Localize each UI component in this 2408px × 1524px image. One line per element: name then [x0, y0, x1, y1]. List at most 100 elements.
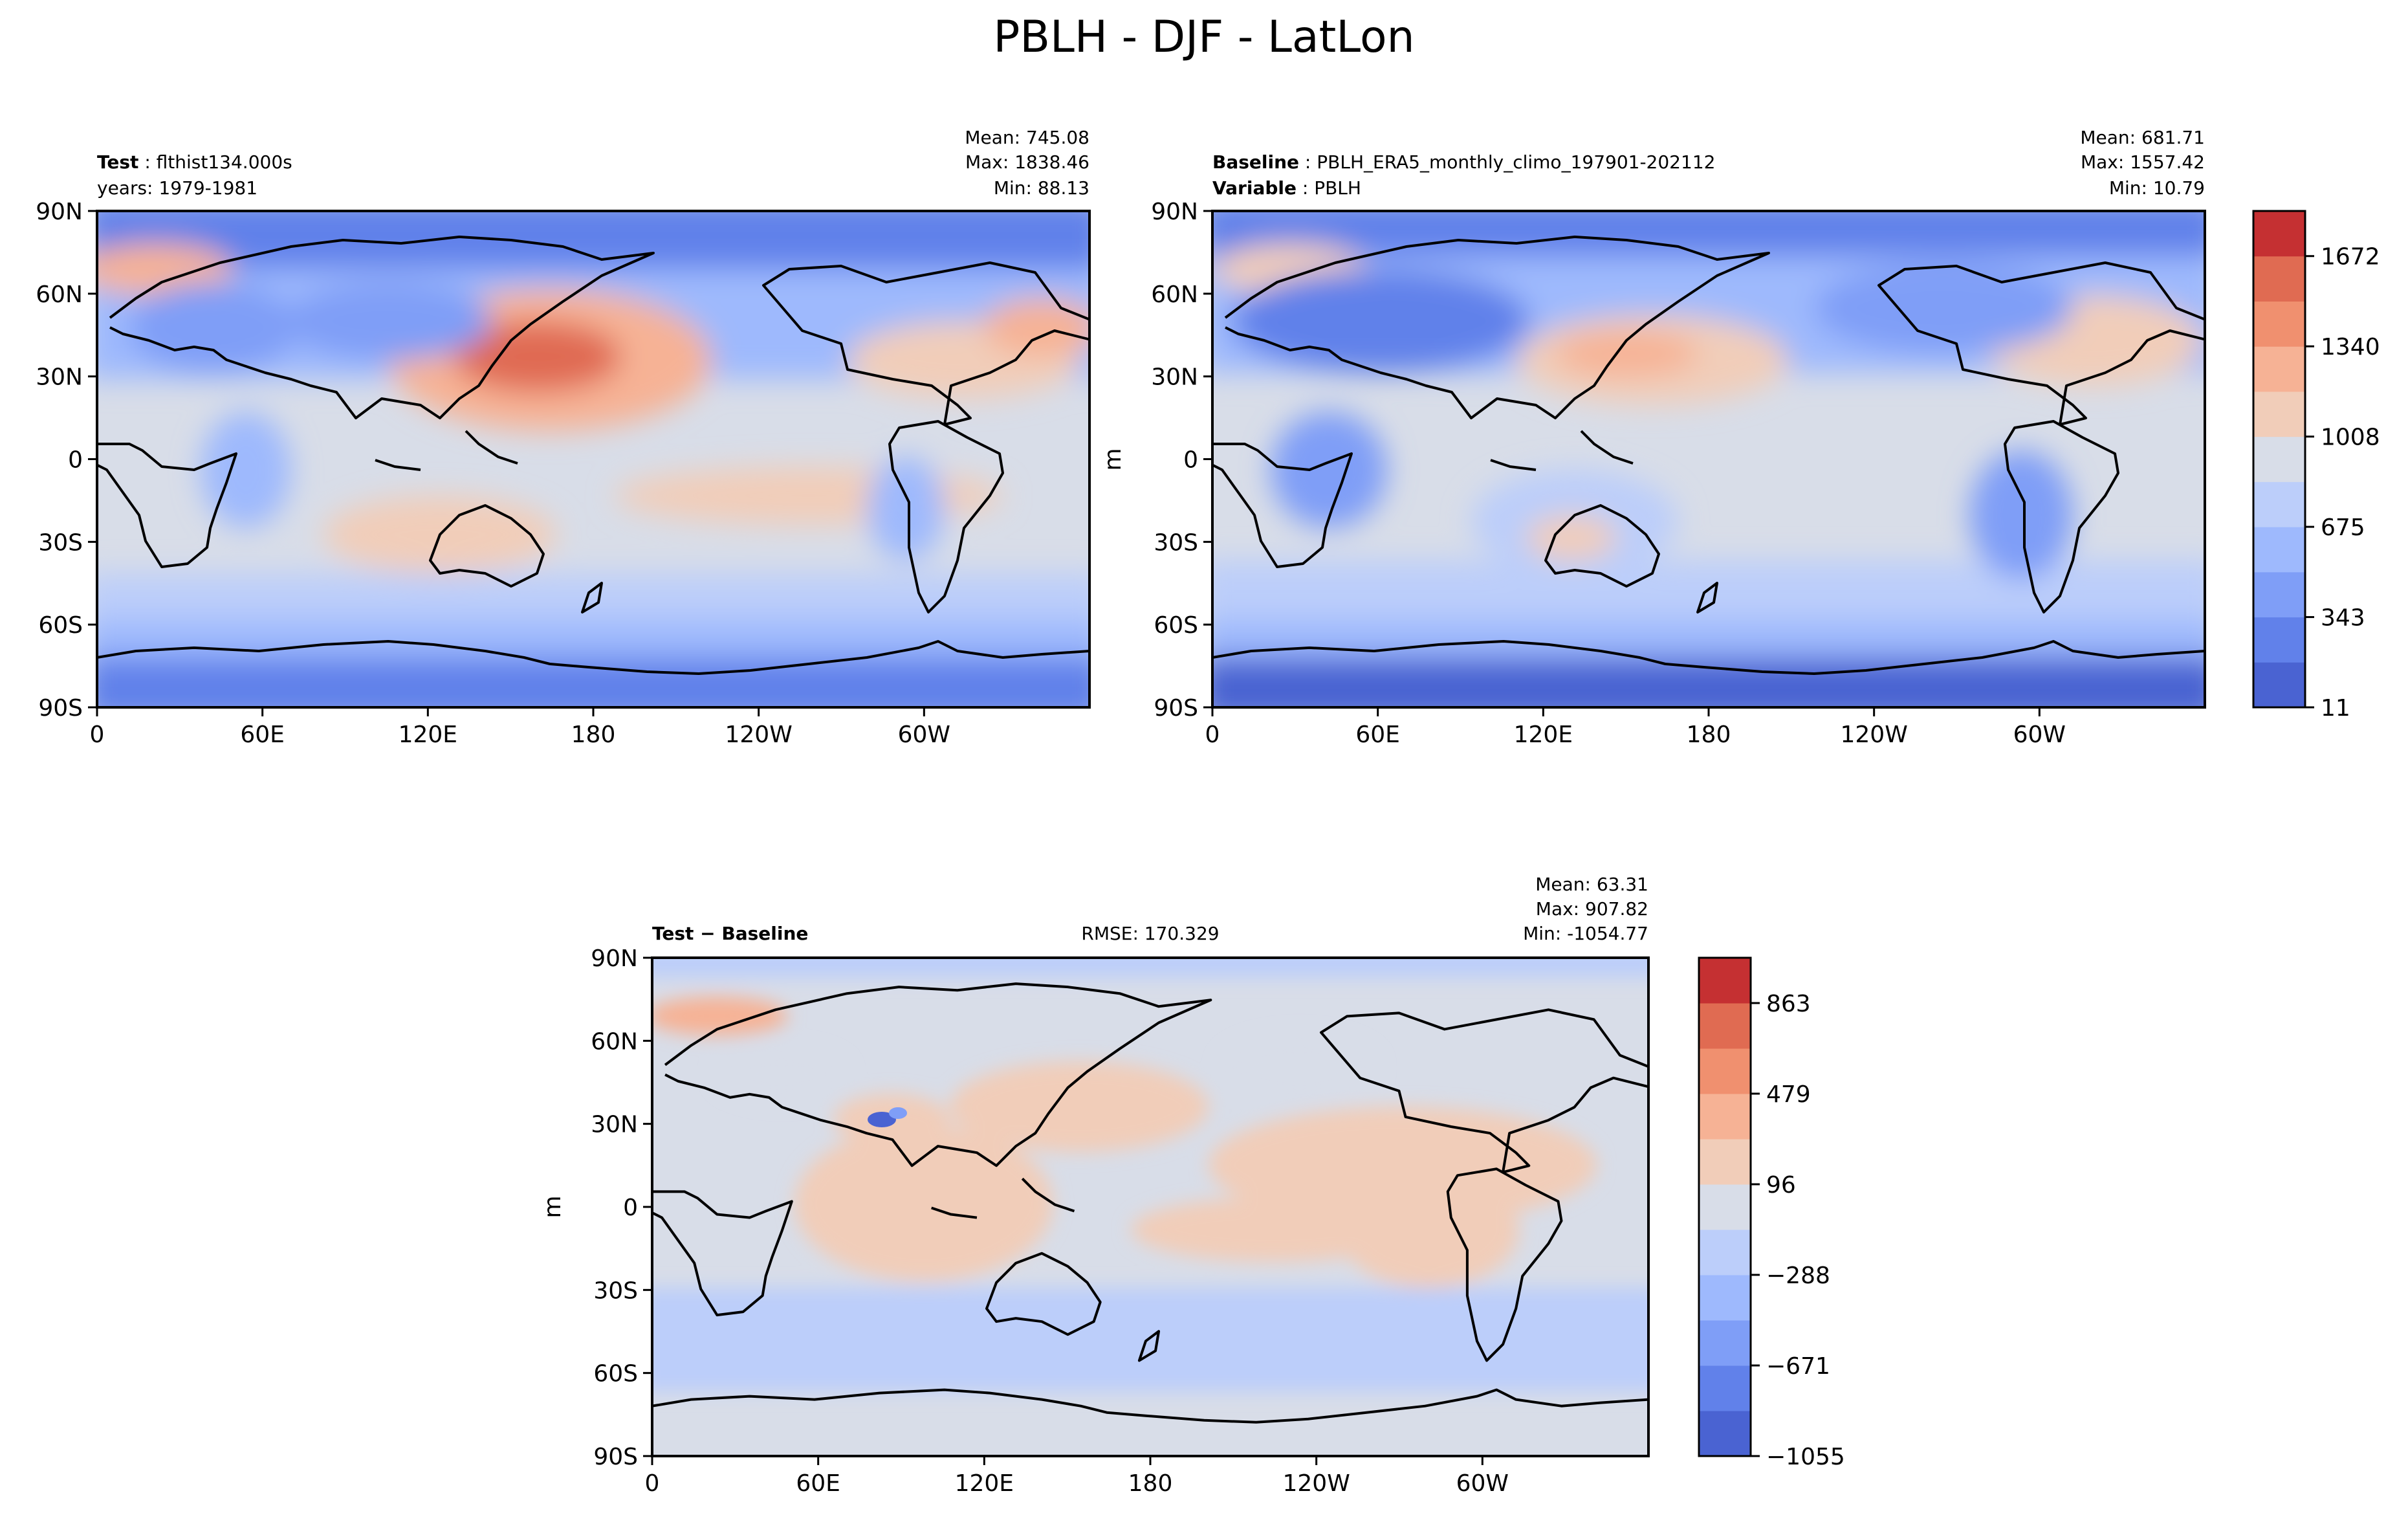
baseline-map-ticks: 0 60E 120E 180 120W 60W 90N 60N 30N 0 30S 60S 90S [1151, 199, 2066, 748]
x-tick-label: 180 [1687, 722, 1731, 748]
colorbar-tick-label: 675 [2321, 514, 2365, 541]
colorbar-segment [1699, 1003, 1751, 1049]
colorbar-segment [2253, 256, 2305, 302]
x-tick-label: 60E [240, 722, 285, 748]
x-tick-label: 0 [645, 1470, 660, 1497]
colorbar-tick-label: 1008 [2321, 425, 2380, 451]
x-tick-label: 120W [725, 722, 793, 748]
x-tick-label: 60W [2013, 722, 2066, 748]
y-tick-label: 0 [1183, 447, 1198, 474]
y-tick-label: 60N [36, 282, 83, 308]
test-years: years: 1979-1981 [97, 177, 257, 199]
colorbar-segment [2253, 391, 2305, 437]
x-tick-label: 60W [1456, 1470, 1509, 1497]
test-max: Max: 1838.46 [965, 151, 1089, 173]
baseline-ylabel: m [1100, 448, 1126, 470]
colorbar-tick-label: 343 [2321, 605, 2365, 632]
diff-map-ticks: 0 60E 120E 180 120W 60W 90N 60N 30N 0 30S 60S 90S [591, 945, 1509, 1497]
colorbar-segment [1699, 1094, 1751, 1140]
baseline-min: Min: 10.79 [2109, 177, 2205, 199]
colorbar-segment [2253, 617, 2305, 663]
diff-ylabel: m [540, 1195, 566, 1218]
diff-mean: Mean: 63.31 [1535, 874, 1648, 895]
test-label-bold: Test [97, 151, 138, 173]
y-tick-label: 60N [591, 1028, 638, 1055]
colorbar-frame [1698, 956, 1752, 1457]
y-tick-label: 60N [1151, 282, 1198, 308]
y-tick-label: 60S [1154, 612, 1198, 639]
colorbar-segment [2253, 662, 2305, 708]
colorbar-tick-label: −671 [1766, 1353, 1830, 1380]
colorbar-frame [2252, 210, 2306, 709]
y-tick-label: 30S [593, 1277, 638, 1304]
colorbar-tick-label: 863 [1766, 991, 1811, 1017]
svg-text:Baseline : PBLH_ERA5_monthly_c: Baseline : PBLH_ERA5_monthly_climo_19790… [1212, 151, 1715, 173]
y-tick-label: 30N [591, 1112, 638, 1138]
colorbar-segment [1699, 1275, 1751, 1321]
y-tick-label: 60S [593, 1361, 638, 1387]
baseline-label-text: PBLH_ERA5_monthly_climo_197901-202112 [1317, 151, 1715, 173]
colorbar-segment [1699, 1411, 1751, 1457]
baseline-colorbar: 11 343 675 1008 1340 1672 [2252, 210, 2380, 722]
svg-text:Test : flthist134.000s: Test : flthist134.000s [97, 151, 292, 173]
y-tick-label: 90S [38, 695, 83, 722]
test-label-text: flthist134.000s [157, 151, 292, 173]
colorbar-segment [2253, 301, 2305, 347]
diff-max: Max: 907.82 [1536, 898, 1648, 920]
colorbar-segment [1699, 958, 1751, 1004]
colorbar-segment [1699, 1184, 1751, 1230]
colorbar-segment [1699, 1139, 1751, 1185]
y-tick-label: 90N [36, 199, 83, 225]
colorbar-tick-label: −1055 [1766, 1444, 1845, 1470]
y-tick-label: 30S [38, 529, 83, 556]
y-tick-label: 30N [36, 364, 83, 391]
figure-title: PBLH - DJF - LatLon [993, 12, 1414, 63]
colorbar-segment [1699, 1230, 1751, 1276]
svg-text:Variable : PBLH: Variable : PBLH [1212, 177, 1361, 199]
y-tick-label: 90S [593, 1444, 638, 1470]
colorbar-segment [2253, 481, 2305, 527]
colorbar-segment [1699, 1048, 1751, 1094]
test-mean: Mean: 745.08 [965, 127, 1089, 148]
colorbar-segment [2253, 436, 2305, 482]
diff-colorbar: −1055 −671 −288 96 479 863 [1698, 956, 1845, 1470]
test-map-ticks: 0 60E 120E 180 120W 60W 90N 60N 30N 0 30S 60S 90S [36, 199, 950, 748]
y-tick-label: 90S [1154, 695, 1198, 722]
baseline-max: Max: 1557.42 [2081, 151, 2205, 173]
x-tick-label: 60E [796, 1470, 840, 1497]
colorbar-segment [2253, 346, 2305, 392]
baseline-mean: Mean: 681.71 [2080, 127, 2205, 148]
y-tick-label: 0 [623, 1195, 638, 1221]
colorbar-segment [2253, 211, 2305, 257]
x-tick-label: 180 [571, 722, 616, 748]
y-tick-label: 30N [1151, 364, 1198, 391]
x-tick-label: 120W [1283, 1470, 1350, 1497]
colorbar-tick-label: 1672 [2321, 244, 2380, 271]
x-tick-label: 60W [898, 722, 950, 748]
y-tick-label: 30S [1154, 529, 1198, 556]
baseline-variable-bold: Variable [1212, 177, 1297, 199]
x-tick-label: 120W [1841, 722, 1908, 748]
y-tick-label: 60S [38, 612, 83, 639]
diff-rmse: RMSE: 170.329 [1081, 923, 1219, 944]
y-tick-label: 90N [591, 945, 638, 972]
diff-panel: 0 60E 120E 180 120W 60W 90N 60N 30N 0 30S 60S 90S Te… [540, 874, 1845, 1497]
x-tick-label: 120E [1514, 722, 1573, 748]
colorbar-tick-label: 1340 [2321, 334, 2380, 360]
diff-label-bold: Test − Baseline [652, 923, 808, 944]
baseline-panel: 0 60E 120E 180 120W 60W 90N 60N 30N 0 30S 60S 90S Ba… [1100, 127, 2380, 748]
x-tick-label: 60E [1355, 722, 1400, 748]
colorbar-segment [2253, 571, 2305, 618]
colorbar-segment [1699, 1365, 1751, 1411]
y-tick-label: 0 [68, 447, 83, 474]
colorbar-tick-label: −288 [1766, 1263, 1830, 1289]
x-tick-label: 0 [90, 722, 105, 748]
test-panel: 0 60E 120E 180 120W 60W 90N 60N 30N 0 30S 60S 90S Te… [36, 127, 1091, 748]
baseline-label-bold: Baseline [1212, 151, 1299, 173]
colorbar-tick-label: 96 [1766, 1172, 1796, 1198]
y-tick-label: 90N [1151, 199, 1198, 225]
x-tick-label: 120E [955, 1470, 1014, 1497]
baseline-variable-text: PBLH [1314, 177, 1361, 199]
colorbar-segment [1699, 1320, 1751, 1366]
